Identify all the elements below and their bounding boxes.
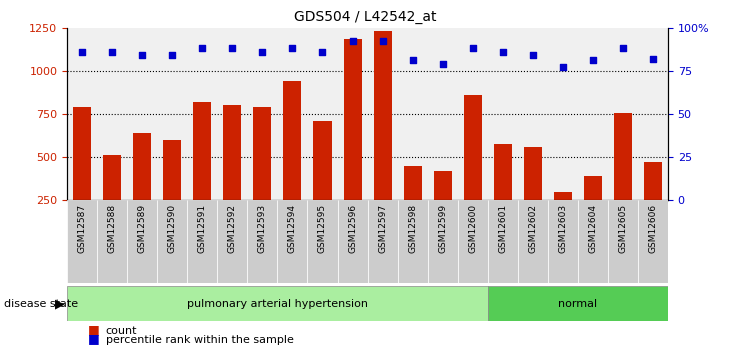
Text: GSM12589: GSM12589 [138,204,147,253]
Point [377,39,388,44]
Text: GSM12603: GSM12603 [558,204,567,253]
Text: GSM12604: GSM12604 [588,204,597,253]
Bar [277,200,307,283]
Bar [518,200,548,283]
Text: GSM12606: GSM12606 [648,204,658,253]
Bar [67,286,488,321]
Bar [223,105,242,243]
Point [256,49,268,55]
Text: GSM12593: GSM12593 [258,204,267,253]
Point [407,58,418,63]
Point [587,58,599,63]
Point [287,46,299,51]
Point [347,39,358,44]
Text: ■: ■ [88,323,99,336]
Text: GSM12588: GSM12588 [108,204,117,253]
Text: GSM12590: GSM12590 [168,204,177,253]
Text: count: count [106,326,137,336]
Bar [578,200,608,283]
Point [467,46,479,51]
Text: GSM12599: GSM12599 [438,204,447,253]
Point [196,46,208,51]
Point [437,61,448,67]
Bar [193,102,212,243]
Bar [313,121,331,243]
Point [617,46,629,51]
Bar [614,113,632,243]
Text: GDS504 / L42542_at: GDS504 / L42542_at [293,10,437,24]
Point [166,52,178,58]
Text: GSM12594: GSM12594 [288,204,297,253]
Bar [134,133,151,243]
Bar [464,95,482,243]
Bar [307,200,337,283]
Bar [283,81,301,243]
Text: ■: ■ [88,332,99,345]
Text: normal: normal [558,299,597,308]
Text: GSM12601: GSM12601 [499,204,507,253]
Bar [344,39,361,243]
Bar [554,193,572,243]
Bar [488,200,518,283]
Text: GSM12595: GSM12595 [318,204,327,253]
Bar [73,107,91,243]
Point [497,49,509,55]
Text: GSM12605: GSM12605 [618,204,627,253]
Bar [644,162,662,243]
Bar [434,171,452,243]
Point [77,49,88,55]
Text: GSM12591: GSM12591 [198,204,207,253]
Bar [103,155,121,243]
Text: percentile rank within the sample: percentile rank within the sample [106,335,293,345]
Bar [164,140,181,243]
Bar [398,200,428,283]
Text: disease state: disease state [4,299,78,308]
Bar [608,200,638,283]
Bar [127,200,157,283]
Bar [548,200,578,283]
Text: GSM12596: GSM12596 [348,204,357,253]
Bar [523,148,542,243]
Bar [428,200,458,283]
Bar [337,200,368,283]
Bar [458,200,488,283]
Point [226,46,238,51]
Bar [488,286,668,321]
Bar [247,200,277,283]
Bar [584,176,602,243]
Text: GSM12597: GSM12597 [378,204,387,253]
Bar [374,31,391,243]
Point [647,56,658,61]
Bar [638,200,668,283]
Bar [218,200,247,283]
Point [317,49,328,55]
Bar [67,200,97,283]
Bar [188,200,218,283]
Text: ▶: ▶ [55,297,64,310]
Bar [368,200,398,283]
Point [527,52,539,58]
Text: GSM12598: GSM12598 [408,204,417,253]
Bar [157,200,188,283]
Text: pulmonary arterial hypertension: pulmonary arterial hypertension [187,299,368,308]
Point [557,65,569,70]
Text: GSM12587: GSM12587 [77,204,87,253]
Point [137,52,148,58]
Text: GSM12600: GSM12600 [468,204,477,253]
Text: GSM12592: GSM12592 [228,204,237,253]
Bar [404,166,422,243]
Text: GSM12602: GSM12602 [529,204,537,253]
Bar [97,200,127,283]
Bar [253,107,272,243]
Bar [493,144,512,243]
Point [107,49,118,55]
